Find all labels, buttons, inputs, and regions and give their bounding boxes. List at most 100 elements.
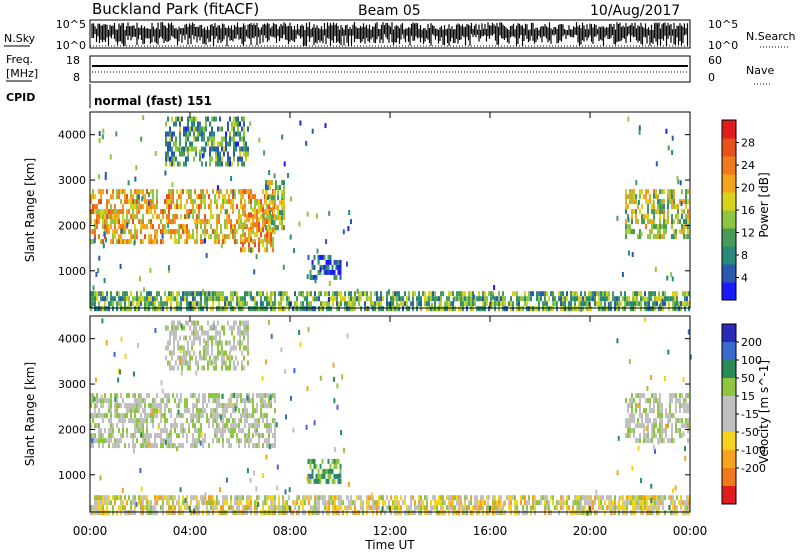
data-cell [189,355,191,361]
data-cell [508,500,510,506]
data-cell [233,340,235,346]
data-cell [350,306,352,312]
data-cell [168,296,170,302]
data-cell [484,306,486,312]
data-cell [102,495,104,501]
data-cell [252,403,254,409]
freq-panel-frame [89,55,691,83]
freq-left-tick-bottom: 8 [73,71,80,84]
data-cell [438,306,440,312]
data-cell [659,199,661,205]
scatter-cell [616,470,619,476]
scatter-cell [680,504,683,510]
data-cell [655,189,657,195]
data-cell [526,510,528,516]
data-cell [124,443,126,449]
data-cell [150,510,152,516]
data-cell [236,204,238,210]
data-cell [633,189,635,195]
data-cell [150,224,152,230]
data-cell [182,428,184,434]
data-cell [330,500,332,506]
data-cell [92,229,94,235]
data-cell [584,495,586,501]
data-cell [466,301,468,307]
data-cell [328,301,330,307]
scatter-cell [276,464,279,470]
data-cell [202,239,204,245]
data-cell [522,296,524,302]
data-cell [368,500,370,506]
scatter-cell [580,306,583,312]
data-cell [136,403,138,409]
data-cell [260,239,262,245]
data-cell [179,345,181,351]
data-cell [458,495,460,501]
data-cell [208,234,210,240]
data-cell [120,500,122,506]
data-cell [665,408,667,414]
data-cell [472,306,474,312]
data-cell [658,296,660,302]
data-cell [400,495,402,501]
data-cell [227,151,229,157]
data-cell [649,418,651,424]
data-cell [600,306,602,312]
colorbar-segment [722,264,736,283]
data-cell [278,306,280,312]
data-cell [168,495,170,501]
data-cell [482,510,484,516]
data-cell [588,510,590,516]
data-cell [318,296,320,302]
data-cell [482,296,484,302]
data-cell [220,209,222,215]
data-cell [98,510,100,516]
data-cell [124,403,126,409]
data-cell [94,224,96,230]
data-cell [168,229,170,235]
data-cell [182,189,184,195]
data-cell [239,151,241,157]
xlabel-time-ut: Time UT [364,538,415,552]
data-cell [92,239,94,245]
scatter-cell [684,455,687,461]
data-cell [203,126,205,132]
data-cell [278,500,280,506]
data-cell [632,296,634,302]
data-cell [554,296,556,302]
data-cell [652,306,654,312]
data-cell [229,360,231,366]
data-cell [362,510,364,516]
data-cell [586,495,588,501]
data-cell [195,151,197,157]
data-cell [368,296,370,302]
data-cell [148,403,150,409]
data-cell [576,306,578,312]
data-cell [177,345,179,351]
data-cell [170,301,172,307]
data-cell [244,423,246,429]
data-cell [152,239,154,245]
scatter-cell [346,333,349,339]
data-cell [684,301,686,307]
data-cell [546,505,548,511]
data-cell [683,229,685,235]
data-cell [404,495,406,501]
data-cell [229,161,231,167]
data-cell [110,408,112,414]
data-cell [322,510,324,516]
data-cell [332,291,334,297]
data-cell [242,505,244,511]
data-cell [464,301,466,307]
data-cell [448,306,450,312]
data-cell [260,510,262,516]
scatter-cell [319,267,322,272]
data-cell [152,510,154,516]
data-cell [162,224,164,230]
data-cell [450,306,452,312]
data-cell [590,510,592,516]
data-cell [211,136,213,142]
data-cell [152,306,154,312]
data-cell [647,204,649,210]
data-cell [532,291,534,297]
